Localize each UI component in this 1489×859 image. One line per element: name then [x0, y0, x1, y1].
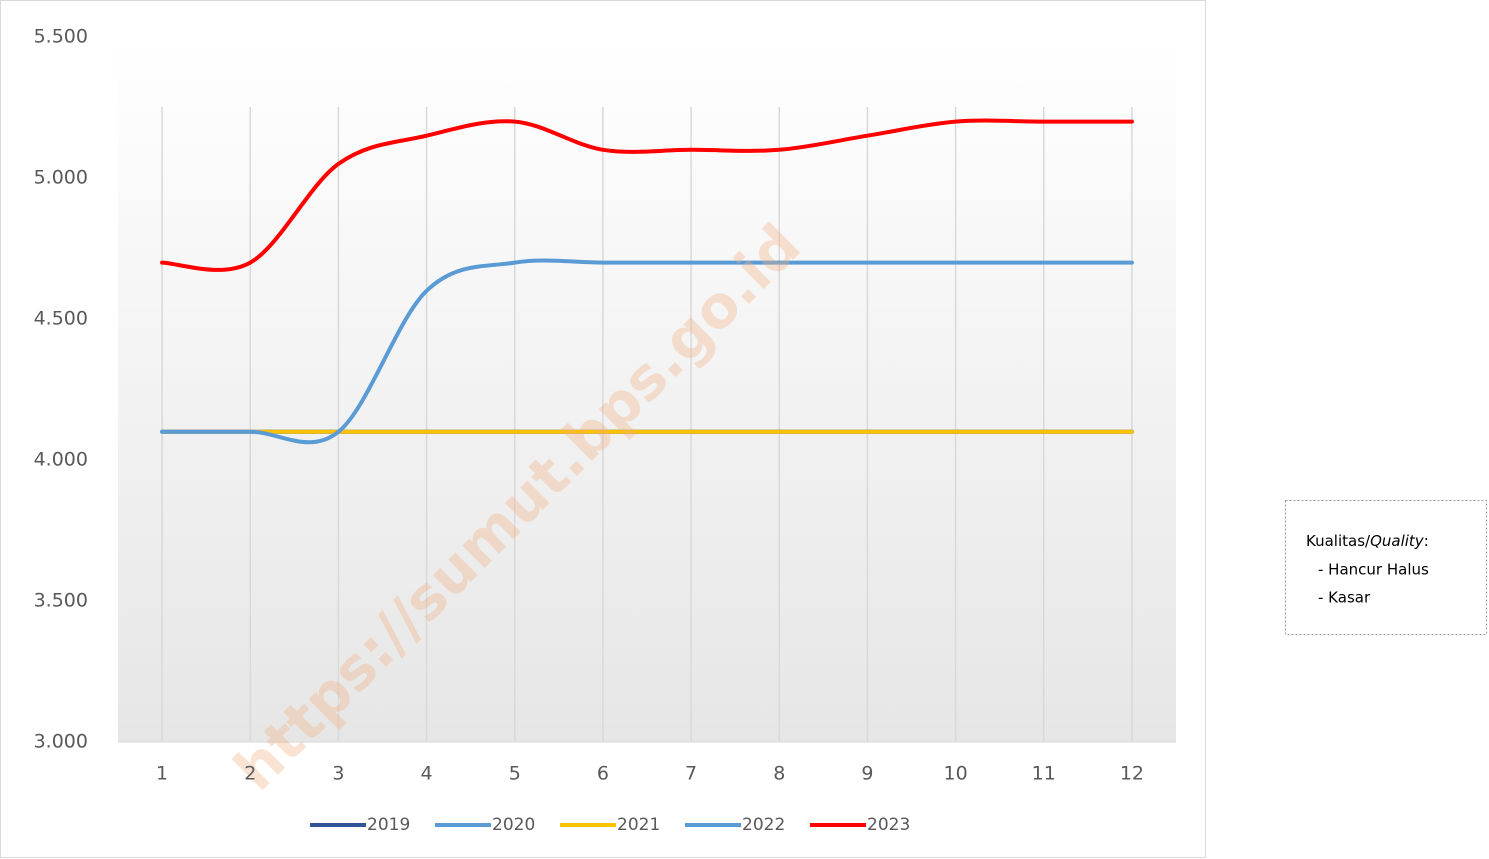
legend-label: 2022 — [742, 815, 785, 835]
y-tick-label: 4.500 — [34, 308, 88, 330]
y-tick-label: 4.000 — [34, 449, 88, 471]
note-title-part: : — [1424, 532, 1429, 550]
y-tick-label: 3.500 — [34, 590, 88, 612]
x-tick-label: 1 — [156, 763, 168, 785]
x-tick-label: 5 — [509, 763, 521, 785]
x-tick-label: 3 — [332, 763, 344, 785]
legend-label: 2019 — [367, 815, 410, 835]
x-tick-label: 4 — [421, 763, 433, 785]
note: Kualitas/Quality: - Hancur Halus - Kasar — [1285, 500, 1487, 635]
note-title-part: Kualitas/ — [1306, 532, 1371, 550]
note-title-part: Quality — [1370, 532, 1425, 550]
x-tick-label: 6 — [597, 763, 609, 785]
x-tick-label: 8 — [773, 763, 785, 785]
x-tick-label: 9 — [861, 763, 873, 785]
legend-label: 2023 — [867, 815, 910, 835]
x-tick-label: 7 — [685, 763, 697, 785]
note-box — [1285, 500, 1487, 635]
y-tick-label: 3.000 — [34, 731, 88, 753]
x-tick-label: 2 — [244, 763, 256, 785]
x-tick-label: 12 — [1120, 763, 1144, 785]
legend-label: 2021 — [617, 815, 660, 835]
series-line — [160, 118, 1134, 272]
note-line: - Kasar — [1318, 589, 1371, 607]
plot-area — [118, 37, 1176, 742]
y-tick-label: 5.500 — [34, 26, 88, 48]
y-tick-label: 5.000 — [34, 167, 88, 189]
legend-label: 2020 — [492, 815, 535, 835]
x-tick-label: 11 — [1032, 763, 1056, 785]
note-line: - Hancur Halus — [1318, 561, 1429, 579]
series-line — [160, 258, 1134, 445]
note-title: Kualitas/Quality: — [1306, 532, 1429, 550]
x-tick-label: 10 — [943, 763, 967, 785]
